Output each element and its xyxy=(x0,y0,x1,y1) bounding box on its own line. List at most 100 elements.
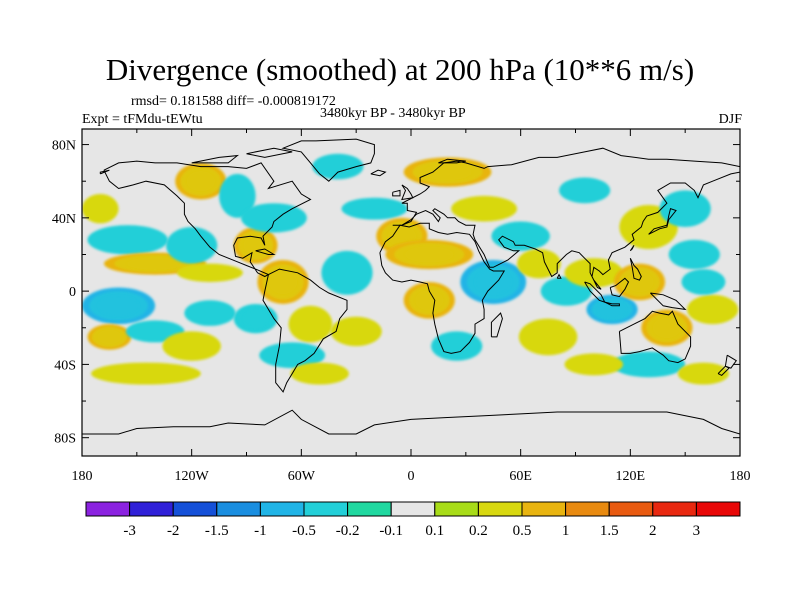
coastline xyxy=(556,273,562,279)
field-region xyxy=(341,197,408,220)
coastline xyxy=(648,208,677,235)
colorbar-label: 2 xyxy=(649,523,657,539)
field-region-ring xyxy=(646,313,688,343)
field-region xyxy=(681,269,726,295)
colorbar-label: 0.2 xyxy=(469,523,488,539)
coastline xyxy=(103,160,312,278)
field-region xyxy=(559,177,611,204)
field-region xyxy=(87,225,168,255)
colorbar-swatch xyxy=(565,501,610,517)
colorbar-label: -1 xyxy=(254,523,267,539)
field-region xyxy=(518,318,578,356)
field-region xyxy=(162,331,221,361)
field-region-ring xyxy=(91,326,127,348)
field-region xyxy=(91,362,201,385)
y-tick-label: 0 xyxy=(69,285,76,300)
coastlines xyxy=(82,138,740,435)
coastline xyxy=(618,310,692,364)
field-region-ring xyxy=(466,264,520,300)
colorbar-swatch xyxy=(652,501,697,517)
coastline xyxy=(490,312,503,338)
colorbar-swatch xyxy=(434,501,479,517)
y-axis: 80N 40N 0 40S 80S xyxy=(52,139,740,447)
coastline xyxy=(262,268,348,393)
field-region xyxy=(431,331,483,361)
coastline xyxy=(281,138,375,182)
coastline xyxy=(629,245,635,252)
coastline xyxy=(99,169,110,175)
colorbar-swatch xyxy=(390,501,436,517)
colorbar-swatch xyxy=(521,501,567,517)
colorbar-label: -3 xyxy=(123,523,136,539)
field-region xyxy=(219,173,256,218)
coastline xyxy=(392,147,740,290)
field-region-ring xyxy=(619,267,660,297)
x-tick-label: 180 xyxy=(72,469,93,484)
y-tick-label: 40S xyxy=(54,358,76,373)
coastline xyxy=(370,169,387,177)
x-tick-label: 120W xyxy=(175,469,210,484)
field-region xyxy=(259,342,326,369)
x-axis: 180 120W 60W 0 60E 120E 180 xyxy=(72,129,751,484)
field-region xyxy=(312,153,364,180)
y-tick-label: 80S xyxy=(54,432,76,447)
colorbar-label: 0.1 xyxy=(425,523,444,539)
colorbar-label: 1.5 xyxy=(600,523,619,539)
colorbar-swatch xyxy=(608,501,654,517)
x-tick-label: 60E xyxy=(509,469,532,484)
coastline xyxy=(82,409,740,435)
field-region xyxy=(241,203,307,233)
colorbar-label: 1 xyxy=(562,523,570,539)
colorbar-swatch xyxy=(695,501,741,517)
field-region xyxy=(612,351,686,378)
season-label: DJF xyxy=(718,112,742,127)
field-region xyxy=(290,362,349,385)
stats-label: rmsd= 0.181588 diff= -0.000819172 xyxy=(131,94,336,109)
colorbar-swatch xyxy=(129,501,174,517)
field-region xyxy=(564,258,624,288)
colorbar-swatch xyxy=(216,501,261,517)
field-region-ring xyxy=(180,166,222,196)
colorbar-swatch xyxy=(259,501,305,517)
colorbar-swatch xyxy=(303,501,349,517)
coastline xyxy=(191,154,240,164)
field-region xyxy=(288,305,333,343)
field-region xyxy=(82,194,119,224)
field-region-ring xyxy=(89,291,148,321)
colorbar-label: -0.5 xyxy=(292,523,316,539)
colorbar: -3 -2 -1.5 -1 -0.5 -0.2 -0.1 0.1 0.2 0.5 1 1.5 2 3 xyxy=(85,501,741,539)
field-region-ring xyxy=(262,264,304,300)
colorbar-label: -0.1 xyxy=(379,523,403,539)
field-region-ring xyxy=(394,242,465,267)
colorbar-label: -1.5 xyxy=(205,523,229,539)
colorbar-label: 3 xyxy=(693,523,701,539)
field-region xyxy=(668,239,720,270)
coastline xyxy=(650,292,687,311)
field-region xyxy=(451,195,518,222)
coastline xyxy=(629,257,642,281)
field-region-ring xyxy=(408,285,450,315)
colorbar-label: -2 xyxy=(167,523,180,539)
experiment-label: Expt = tFMdu-tEWtu xyxy=(82,112,203,127)
chart-title: Divergence (smoothed) at 200 hPa (10**6 … xyxy=(105,52,695,87)
field-region xyxy=(564,353,624,376)
field-region xyxy=(491,221,550,251)
colorbar-swatch xyxy=(347,501,392,517)
field-region xyxy=(166,227,218,264)
x-tick-label: 180 xyxy=(730,469,751,484)
coastline xyxy=(401,184,414,201)
field-region-ring xyxy=(238,230,274,260)
coastline xyxy=(379,222,506,354)
field-region xyxy=(177,263,243,282)
y-tick-label: 40N xyxy=(52,212,76,227)
field-region xyxy=(517,248,561,279)
colorbar-swatch xyxy=(172,501,218,517)
field-region-ring xyxy=(591,297,633,322)
divergence-field xyxy=(82,153,739,385)
field-region xyxy=(677,362,730,385)
field-region xyxy=(321,250,373,295)
y-tick-label: 80N xyxy=(52,139,76,154)
colorbar-label: -0.2 xyxy=(336,523,360,539)
x-tick-label: 60W xyxy=(288,469,316,484)
